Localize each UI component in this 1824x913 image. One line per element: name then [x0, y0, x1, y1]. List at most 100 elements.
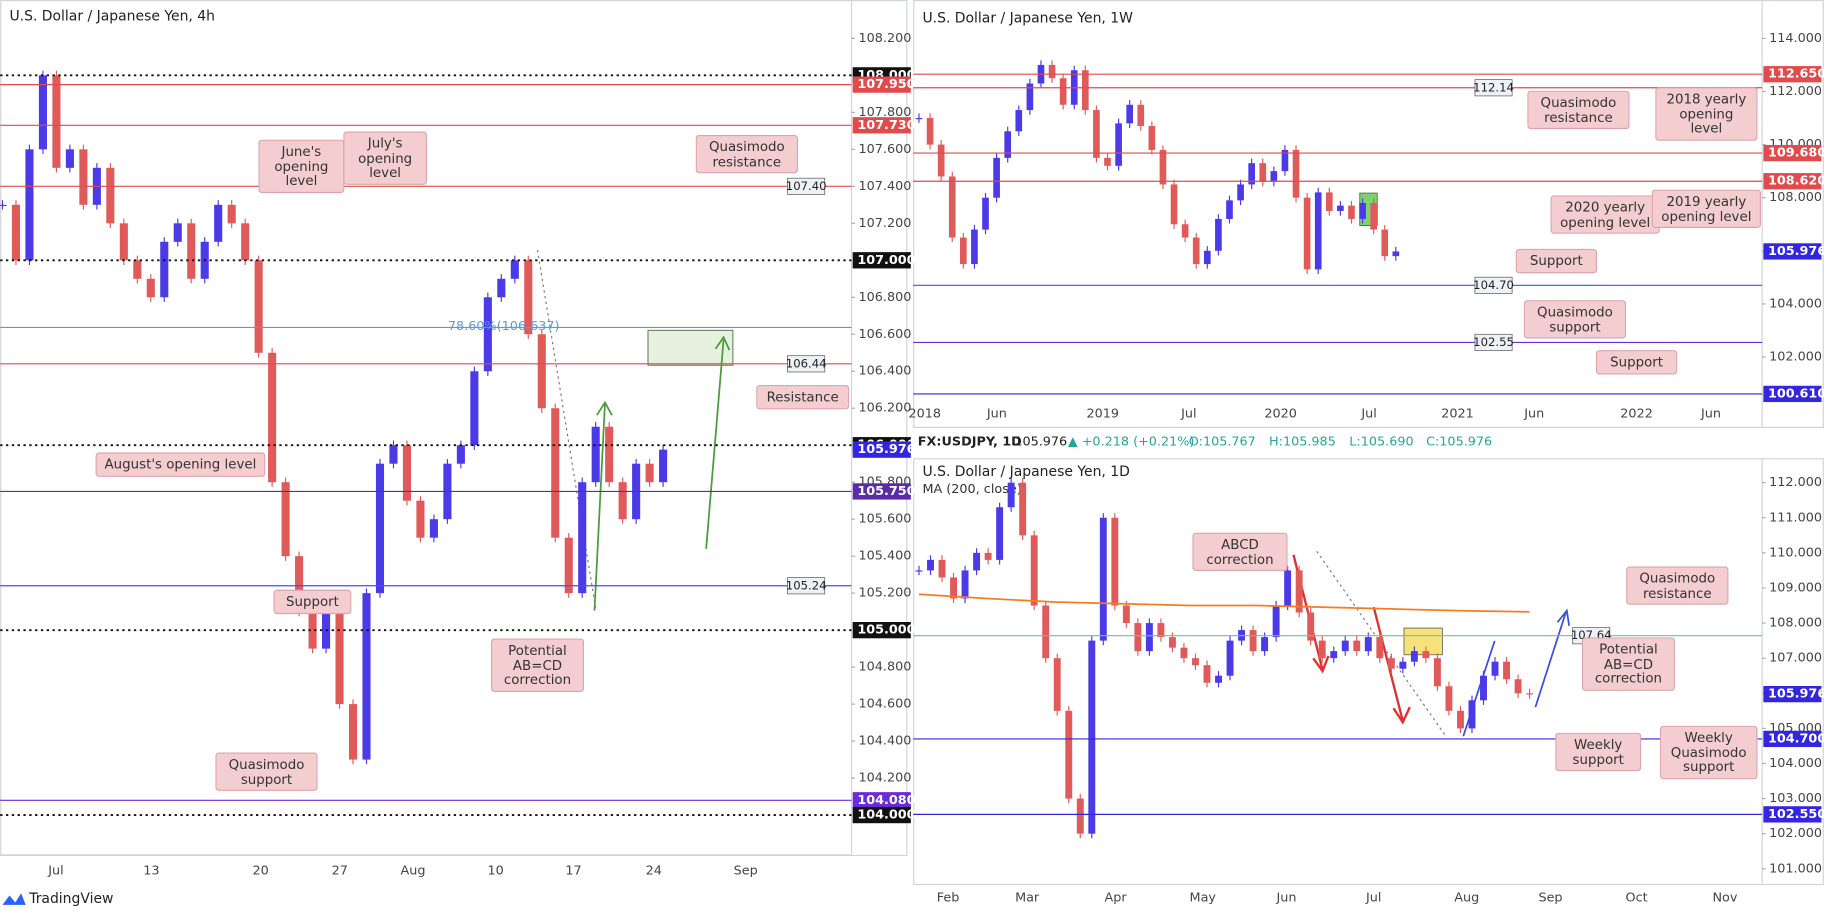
note-box: 2019 yearly opening level: [1651, 189, 1762, 229]
note-box: Quasimodo resistance: [1626, 566, 1729, 606]
candle: [1026, 83, 1034, 111]
candle: [389, 445, 398, 464]
level-tag: [787, 577, 826, 595]
x-tick-label: 27: [332, 864, 348, 879]
y-tick-label: 105.400: [858, 549, 911, 564]
candle: [1115, 123, 1122, 166]
y-tick-label: 112.000: [1769, 475, 1822, 490]
price-badge: [1763, 685, 1822, 703]
candle: [1353, 640, 1361, 652]
candle: [1422, 651, 1430, 659]
candle: [1381, 229, 1389, 257]
candle: [146, 278, 155, 298]
candle: [1099, 517, 1107, 641]
high: H:105.985: [1269, 434, 1336, 449]
price-badge: [1763, 385, 1822, 403]
price-badge: [852, 622, 911, 639]
note-box: August's opening level: [95, 452, 266, 477]
candle: [1259, 163, 1267, 182]
y-tick-label: 107.400: [858, 179, 911, 194]
x-tick-label: 10: [487, 864, 503, 879]
annotation: 2020 yearly opening level: [1550, 195, 1660, 235]
candle: [1192, 237, 1200, 265]
note-box: Support: [273, 589, 352, 614]
y-tick-label: 110.000: [1769, 545, 1822, 560]
candle: [295, 556, 304, 612]
note-box: Potential AB=CD correction: [1581, 637, 1675, 691]
candle: [982, 197, 989, 230]
candle: [950, 577, 957, 599]
price-badge: [1763, 144, 1822, 162]
annotation: Support: [1595, 350, 1678, 375]
annotation: Quasimodo support: [1523, 300, 1627, 339]
x-tick-label: Jul: [1360, 407, 1376, 422]
candle: [133, 260, 142, 279]
price-badge-label: 105.976: [857, 442, 915, 457]
candle: [1325, 192, 1333, 211]
arrow: [593, 403, 606, 611]
footer: TradingView: [28, 891, 113, 907]
note-box: 2018 yearly opening level: [1655, 87, 1758, 141]
annotation: Support: [273, 589, 352, 614]
price-badge: [852, 76, 911, 93]
y-tick-label: 114.000: [1769, 31, 1822, 46]
price-badge-label: 105.750: [857, 484, 915, 499]
price-badge: [852, 252, 911, 269]
y-tick-label: 104.000: [1769, 756, 1822, 771]
candle: [1480, 675, 1487, 701]
note-box: June's opening level: [258, 139, 345, 193]
x-tick-label: Oct: [1626, 890, 1648, 905]
candle: [1433, 658, 1441, 687]
price-badge: [852, 441, 911, 458]
panel-frame: [913, 0, 1824, 429]
note-box: Potential AB=CD correction: [490, 638, 585, 692]
x-tick-label: 2018: [909, 407, 942, 422]
candle: [1330, 651, 1338, 659]
candle: [1514, 679, 1522, 694]
candle: [308, 611, 317, 649]
candle: [214, 204, 223, 242]
candle: [915, 570, 923, 572]
candle: [1457, 710, 1464, 729]
candle: [1387, 658, 1395, 669]
candle: [1392, 251, 1400, 257]
price-badge-label: 107.730: [857, 118, 915, 133]
candle: [524, 260, 533, 335]
note-box: Support: [1595, 350, 1678, 375]
y-tick-label: 102.000: [1769, 826, 1822, 841]
candle: [645, 463, 654, 483]
change: ▲ +0.218 (+0.21%): [1068, 434, 1195, 449]
y-tick-label: 107.600: [858, 142, 911, 157]
y-tick-label: 106.200: [858, 401, 911, 416]
candle: [984, 552, 992, 560]
price-badge-label: 104.000: [857, 808, 915, 823]
x-tick-label: Sep: [734, 864, 758, 879]
candle: [1226, 640, 1234, 676]
y-tick-label: 107.000: [1769, 651, 1822, 666]
candle: [1226, 200, 1233, 219]
candle: [960, 237, 967, 265]
annotation: Quasimodo resistance: [1527, 90, 1630, 130]
candle: [993, 157, 1000, 198]
annotation: Potential AB=CD correction: [490, 638, 585, 692]
candle: [1314, 192, 1322, 270]
y-tick-label: 105.600: [858, 512, 911, 527]
candle: [659, 449, 668, 483]
candle: [1503, 661, 1510, 680]
level-text: 78.60%(106.637): [448, 319, 560, 334]
arrow: [1392, 706, 1411, 725]
candle: [348, 704, 358, 760]
candle: [1019, 482, 1027, 536]
level-tag-label: 112.14: [1473, 80, 1514, 94]
candle: [915, 118, 923, 120]
x-tick-label: Jul: [1180, 407, 1196, 422]
candle: [38, 75, 47, 150]
annotation: Quasimodo resistance: [695, 134, 799, 174]
candles: [915, 478, 1534, 839]
level-tag: [1474, 333, 1513, 351]
x-tick-label: Jun: [1700, 407, 1721, 422]
y-tick-label: 104.200: [858, 771, 911, 786]
candle: [1445, 686, 1453, 711]
x-tick-label: 24: [646, 864, 662, 879]
